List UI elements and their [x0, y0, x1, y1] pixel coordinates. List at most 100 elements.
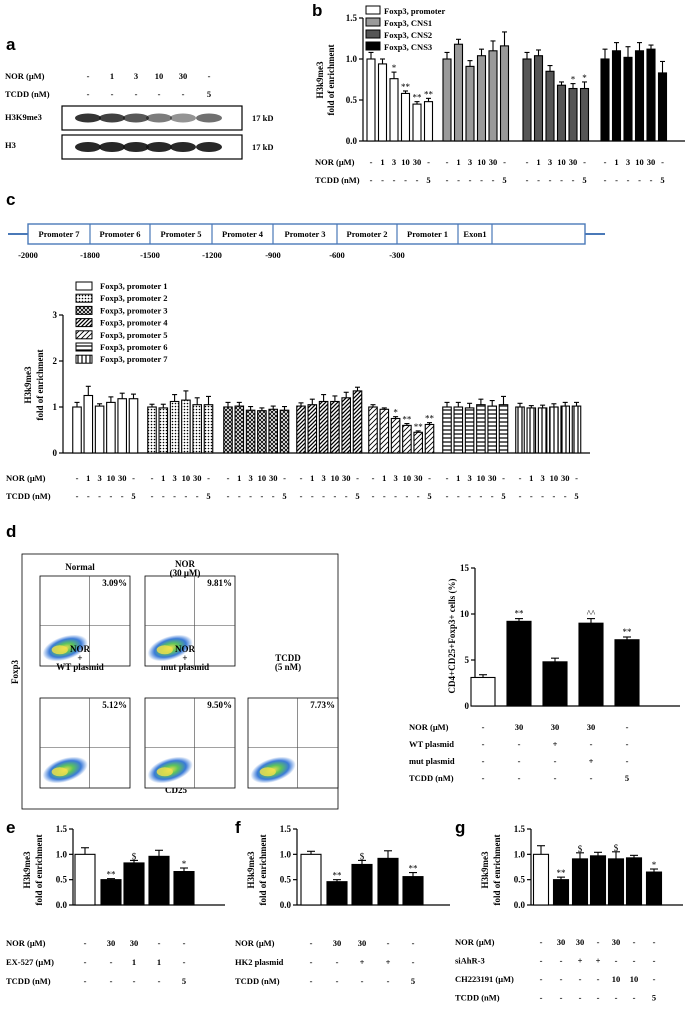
significance-mark: ** [557, 868, 567, 878]
condition-label: CH223191 (μM) [455, 974, 514, 984]
condition-value: - [361, 976, 364, 986]
condition-value: - [468, 491, 471, 501]
significance-mark: ** [107, 870, 117, 880]
bar-0-2 [389, 78, 399, 142]
condition-value: - [540, 956, 543, 966]
bar-2-5 [279, 409, 290, 454]
bar-0-3 [106, 401, 116, 454]
condition-label: HK2 plasmid [235, 957, 284, 967]
condition-value: 10 [630, 974, 639, 984]
cond-label-nor: NOR (μM) [5, 71, 45, 81]
condition-value: 5 [652, 993, 656, 1003]
map-position-label: -2000 [18, 250, 38, 260]
condition-value: - [184, 491, 187, 501]
condition-value: - [554, 756, 557, 766]
bar-3 [377, 857, 399, 906]
bar-6-0 [515, 406, 525, 454]
bar-3-2 [318, 400, 329, 454]
bar-6-3 [549, 406, 559, 454]
bar-0-4 [412, 103, 422, 142]
y-axis-label: fold of enrichment [326, 45, 336, 116]
condition-value: - [356, 473, 359, 483]
bar-1 [326, 881, 348, 906]
quadrant-percent: 3.09% [102, 578, 127, 588]
condition-value: 10 [258, 473, 267, 483]
condition-value: 5 [411, 976, 415, 986]
bar-1 [100, 879, 122, 906]
condition-value: 5 [182, 976, 186, 986]
panel-label-g: g [455, 818, 465, 837]
condition-value: - [482, 739, 485, 749]
condition-value: 5 [282, 491, 286, 501]
bar-5-4 [487, 405, 498, 454]
condition-value: 30 [414, 473, 423, 483]
bar-0 [74, 853, 96, 906]
bar-0 [300, 853, 322, 906]
y-axis-label: H3k9me3 [315, 61, 325, 98]
condition-value: + [578, 956, 583, 966]
significance-mark: $ [578, 844, 583, 854]
condition-value: 3 [468, 157, 472, 167]
bar-6-1 [526, 407, 537, 454]
bar-4-1 [379, 408, 390, 454]
bar-3-2 [623, 56, 633, 142]
condition-label: TCDD (nM) [6, 491, 51, 501]
legend-label: Foxp3, promoter 7 [100, 354, 168, 364]
condition-value: - [370, 175, 373, 185]
bar-3-0 [600, 58, 610, 142]
condition-value: 1 [614, 157, 618, 167]
condition-value: - [76, 491, 79, 501]
map-position-label: -600 [329, 250, 345, 260]
legend-label: Foxp3, CNS1 [384, 18, 432, 28]
condition-value: 30 [576, 937, 585, 947]
condition-value: - [626, 739, 629, 749]
condition-value: - [370, 157, 373, 167]
quadrant-percent: 9.81% [207, 578, 232, 588]
panel-label-c: c [6, 190, 15, 209]
condition-value: - [502, 473, 505, 483]
condition-value: - [626, 756, 629, 766]
condition-value: - [283, 473, 286, 483]
bar-5-0 [442, 406, 452, 454]
condition-value: - [518, 773, 521, 783]
y-axis-label: fold of enrichment [492, 835, 502, 906]
bar-0-0 [72, 406, 82, 454]
y-tick-label: 1.0 [56, 849, 68, 859]
y-axis-label: H3k9me3 [23, 366, 33, 403]
panel-f-chart: 0.0 0.5 1.0 1.5 H3k9me3 fold of enrichment ** $… [235, 824, 450, 986]
panel-label-f: f [235, 818, 241, 837]
condition-value: 5 [426, 175, 430, 185]
condition-value: - [626, 722, 629, 732]
condition-value: - [519, 491, 522, 501]
band-h3 [146, 142, 172, 152]
quadrant-percent: 5.12% [102, 700, 127, 710]
bar-4-2 [390, 417, 401, 454]
condition-value: - [518, 739, 521, 749]
condition-label: TCDD (nM) [315, 175, 360, 185]
bar-0 [532, 853, 550, 906]
y-tick-label: 10 [460, 609, 470, 619]
condition-value: - [604, 175, 607, 185]
significance-mark: ** [402, 415, 412, 425]
bar-0-1 [377, 63, 388, 142]
condition-value: - [597, 974, 600, 984]
condition-value: - [457, 491, 460, 501]
condition-value: - [405, 491, 408, 501]
condition-value: - [540, 974, 543, 984]
density-core [51, 645, 68, 655]
band-h3k9me3 [99, 113, 125, 123]
bar-2 [123, 862, 145, 906]
blot-size-h3: 17 kD [252, 142, 274, 152]
flow-plot-title: + [77, 653, 82, 663]
bar-1-1 [158, 407, 169, 454]
legend-swatch [365, 41, 381, 51]
condition-value: - [345, 491, 348, 501]
bar-2-0 [223, 406, 233, 454]
legend-label: Foxp3, promoter 5 [100, 330, 167, 340]
flow-x-axis-label: CD25 [165, 785, 187, 795]
flow-plot-title: TCDD [275, 653, 301, 663]
condition-value: - [541, 491, 544, 501]
quadrant-percent: 7.73% [310, 700, 335, 710]
condition-value: 30 [551, 722, 560, 732]
condition-value: 10 [403, 473, 412, 483]
